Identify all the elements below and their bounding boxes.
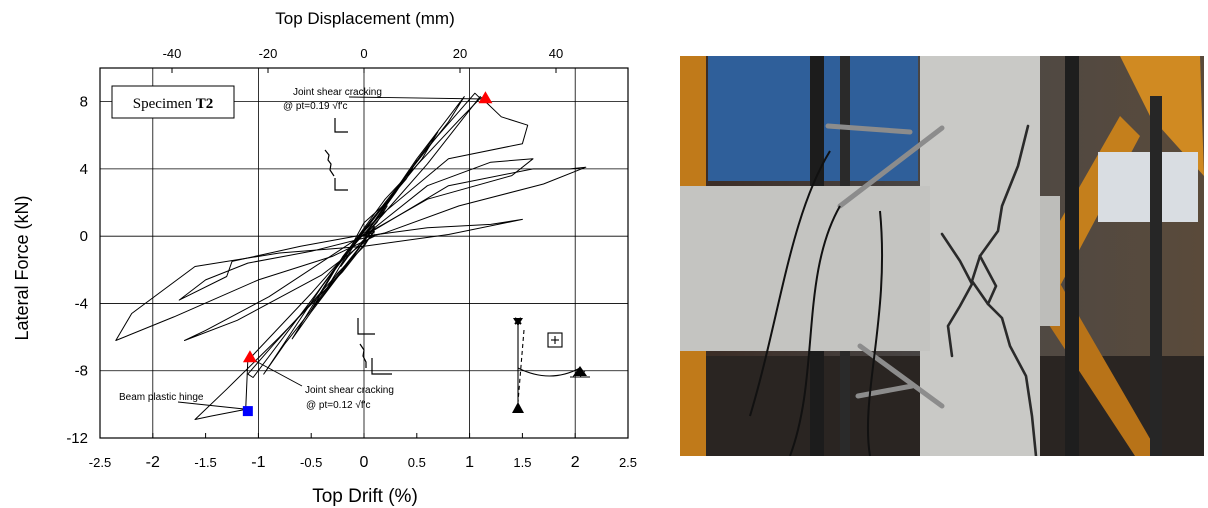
loop-4 [263,96,465,375]
marker-hinge-2 [242,406,253,417]
top-axis-title: Top Displacement (mm) [275,9,455,28]
crack-sketch-positive-icon [324,118,348,191]
tick-labels: -2.5 -2 -1.5 -1 -0.5 0 0.5 1 1.5 2 2.5-12-8-4048-4… [66,46,637,471]
crack-neg-label-1: Joint shear cracking [305,385,394,396]
y-tick-label-2: -4 [75,295,88,312]
x-tick-label-6: 0.5 [408,455,426,470]
cables [749,150,884,456]
hinge-label: Beam plastic hinge [119,392,204,403]
projection-screen [1098,152,1198,222]
event-markers [242,91,493,417]
roller-support-icon [573,366,587,376]
top-tick-label-3: 20 [453,46,467,61]
pin-support-top-icon [513,318,523,326]
hysteresis-loops [115,92,587,420]
loop-6 [194,96,529,420]
y-tick-label-1: -8 [75,363,88,380]
specimen-label: Specimen T2 [133,96,213,112]
x-tick-label-2: -1.5 [194,455,216,470]
crack-neg-leader [249,357,303,387]
steel-rod-4 [1150,96,1162,456]
pin-support-bottom-icon [512,402,524,413]
marker-crack-0 [478,91,493,104]
frame-brace-lower [1030,266,1160,456]
x-tick-label-8: 1.5 [513,455,531,470]
loading-setup-icon [514,317,590,405]
shear-cracks [940,124,1038,456]
crack-neg-label-2: @ pt=0.12 √f'c [306,399,371,411]
x-tick-label-4: -0.5 [300,455,322,470]
y-tick-label-0: -12 [66,430,88,447]
loop-8 [178,166,587,301]
concrete-beam [680,186,930,351]
y-tick-label-5: 8 [80,94,88,111]
loop-9 [115,218,523,341]
grid [100,68,628,439]
beam-right-stub [1040,196,1060,326]
marker-crack-1 [242,350,257,363]
crack-sketch-negative-icon [357,318,392,375]
x-axis-title: Top Drift (%) [312,486,418,507]
x-tick-label-9: 2 [571,454,580,471]
specimen-photo [680,56,1204,456]
x-tick-label-3: -1 [251,454,265,471]
y-axis-title: Lateral Force (kN) [12,195,32,340]
crack-pos-leader [348,96,485,100]
top-tick-label-4: 40 [549,46,563,61]
x-tick-label-10: 2.5 [619,455,637,470]
y-tick-label-3: 0 [80,228,88,245]
top-tick-label-1: -20 [259,46,278,61]
x-tick-label-1: -2 [146,454,160,471]
hysteresis-chart: Top Displacement (mm) Top Drift (%) Late… [12,9,637,507]
x-tick-label-7: 1 [465,454,474,471]
x-tick-label-5: 0 [360,454,369,471]
hinge-leader [177,401,245,410]
crack-pos-label-2: @ pt=0.19 √f'c [283,100,348,112]
top-tick-label-0: -40 [163,46,182,61]
top-tick-label-2: 0 [360,46,367,61]
y-tick-label-4: 4 [80,161,88,178]
crack-pos-label-1: Joint shear cracking [293,87,382,98]
steel-rod-3 [1065,56,1079,456]
x-tick-label-0: -2.5 [89,455,111,470]
specimen-box [111,85,235,119]
